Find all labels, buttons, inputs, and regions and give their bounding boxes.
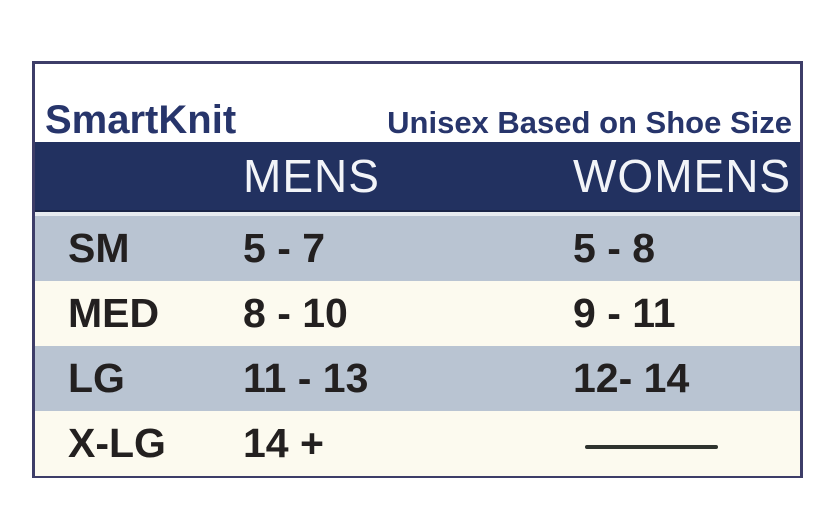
womens-size-value: 5 - 8: [573, 225, 656, 271]
table-row-med: MED 8 - 10 9 - 11: [35, 281, 800, 346]
womens-no-size-cell: [573, 439, 800, 449]
table-row-xlg: X-LG 14 +: [35, 411, 800, 476]
mens-size-value: 8 - 10: [243, 290, 348, 336]
size-label: X-LG: [68, 420, 166, 466]
womens-column-header: WOMENS: [573, 150, 792, 202]
title-row: SmartKnit Unisex Based on Shoe Size: [35, 64, 800, 142]
chart-subtitle: Unisex Based on Shoe Size: [387, 104, 792, 140]
mens-size-value: 14 +: [243, 420, 324, 466]
brand-name: SmartKnit: [45, 98, 237, 142]
table-row-sm: SM 5 - 7 5 - 8: [35, 216, 800, 281]
header-separator: [35, 212, 800, 216]
size-label: MED: [68, 290, 160, 336]
mens-size-value: 5 - 7: [243, 225, 326, 271]
womens-size-value: 12- 14: [573, 355, 690, 401]
table-row-lg: LG 11 - 13 12- 14: [35, 346, 800, 411]
womens-size-value: 9 - 11: [573, 290, 676, 336]
size-chart-table: SmartKnit Unisex Based on Shoe Size MENS…: [32, 61, 803, 478]
mens-column-header: MENS: [243, 150, 380, 202]
size-label: SM: [68, 225, 130, 271]
size-label: LG: [68, 355, 125, 401]
column-header-row: MENS WOMENS: [35, 142, 800, 212]
mens-size-value: 11 - 13: [243, 355, 369, 401]
no-size-dash: [585, 444, 718, 449]
